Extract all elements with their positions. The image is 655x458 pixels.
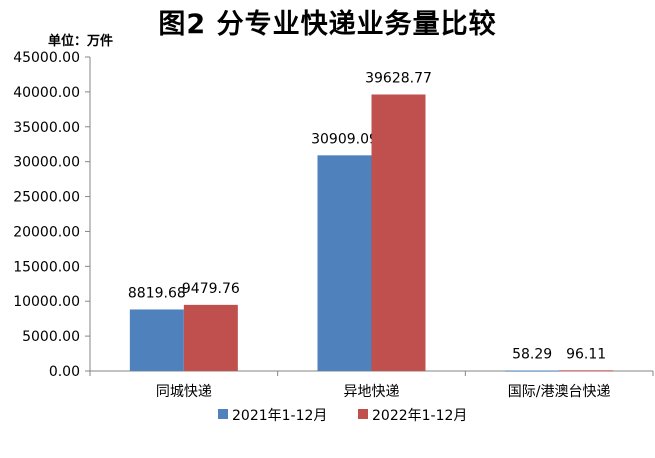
bar (559, 370, 614, 372)
legend-label: 2022年1-12月 (372, 408, 467, 424)
data-label: 30909.09 (311, 131, 378, 147)
y-tick-label: 40000.00 (13, 85, 80, 101)
y-tick-label: 25000.00 (13, 190, 80, 206)
bar (317, 155, 372, 371)
legend-swatch (218, 409, 228, 419)
data-label: 8819.68 (128, 285, 186, 301)
data-label: 9479.76 (182, 281, 240, 297)
bar (371, 94, 426, 371)
data-label: 39628.77 (365, 70, 432, 86)
category-label: 异地快递 (344, 384, 400, 400)
y-tick-label: 30000.00 (13, 155, 80, 171)
y-tick-label: 45000.00 (13, 50, 80, 66)
y-tick-label: 15000.00 (13, 259, 80, 275)
y-tick-label: 5000.00 (22, 329, 80, 345)
bar (183, 304, 238, 371)
legend-swatch (358, 409, 368, 419)
y-tick-label: 35000.00 (13, 120, 80, 136)
category-label: 同城快递 (156, 384, 212, 400)
y-tick-label: 10000.00 (13, 294, 80, 310)
data-label: 58.29 (512, 347, 552, 363)
legend-label: 2021年1-12月 (232, 408, 327, 424)
y-tick-label: 20000.00 (13, 224, 80, 240)
data-label: 96.11 (566, 346, 606, 362)
chart-title: 图2 分专业快递业务量比较 (158, 9, 497, 40)
y-tick-label: 0.00 (49, 364, 80, 380)
bar (505, 370, 560, 372)
unit-label: 单位：万件 (48, 34, 114, 49)
category-label: 国际/港澳台快递 (508, 384, 611, 400)
bar (129, 309, 184, 371)
